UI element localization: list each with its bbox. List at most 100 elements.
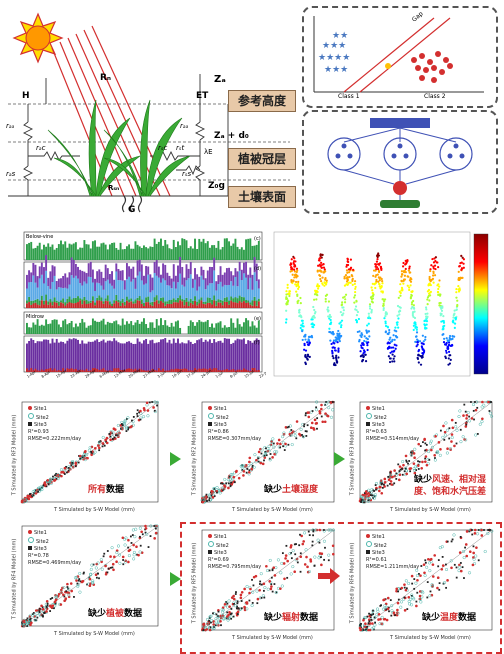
flux-bar [234, 238, 237, 260]
flux-bar [132, 279, 135, 302]
data-point [38, 607, 41, 610]
flux-bar [32, 303, 35, 308]
data-point [453, 309, 456, 312]
data-point [259, 580, 262, 583]
data-point [368, 303, 372, 306]
flux-bar [100, 340, 103, 372]
flux-bar [47, 304, 50, 308]
flux-bar [234, 370, 237, 372]
flux-bar [242, 262, 245, 274]
data-point [398, 465, 402, 468]
data-point [450, 338, 453, 341]
plot-legend: Site1 Site2 Site3 R²=0.93 RMSE=0.222mm/day [28, 406, 81, 443]
data-point [419, 574, 422, 577]
data-point [132, 550, 136, 554]
data-point [452, 316, 455, 319]
data-point [201, 500, 205, 504]
data-point [364, 627, 368, 632]
flux-bar [177, 282, 179, 298]
data-point [389, 336, 392, 339]
flux-bar [102, 301, 105, 304]
flux-bar [36, 370, 39, 372]
data-point [50, 606, 54, 609]
data-point [472, 557, 476, 561]
data-point [408, 286, 411, 289]
flux-bar [160, 301, 162, 308]
data-point [313, 298, 316, 301]
data-point [243, 587, 246, 591]
data-point [227, 599, 231, 603]
data-point [455, 442, 458, 445]
flux-bar [128, 302, 131, 308]
data-point [267, 449, 271, 453]
flux-bar [85, 304, 88, 308]
y-axis-label: T Simulated by RF3 Model (mm) [11, 414, 18, 496]
flux-bar [96, 300, 99, 308]
data-point [482, 403, 486, 407]
flux-bar [32, 262, 35, 276]
data-point [262, 454, 266, 458]
data-point [400, 280, 404, 283]
x-tick-label: 22-Jul [258, 370, 266, 379]
flux-bar [240, 302, 243, 308]
legend-entry: Site2 [366, 413, 419, 422]
data-point [395, 472, 398, 475]
data-point [411, 582, 414, 585]
data-point [364, 490, 368, 493]
data-point [329, 528, 333, 532]
data-point [285, 293, 288, 296]
flux-bar [40, 324, 43, 334]
data-point [464, 410, 467, 413]
legend-entry: Site1 [208, 406, 261, 413]
flux-bar [191, 300, 194, 305]
x-axis-label: T Simulated by S-W Model (mm) [390, 507, 471, 513]
flux-bar [208, 302, 211, 308]
data-point [96, 561, 100, 565]
flux-bar [172, 298, 175, 303]
data-point [63, 599, 66, 603]
data-point [293, 270, 297, 273]
data-point [298, 315, 301, 318]
data-point [271, 590, 274, 593]
data-point [417, 361, 420, 364]
data-point [223, 477, 227, 482]
data-point [401, 460, 405, 464]
data-point [285, 544, 288, 547]
data-point [136, 409, 139, 412]
data-point [251, 578, 253, 581]
data-point [127, 560, 130, 564]
data-point [448, 447, 453, 451]
data-point [341, 314, 344, 317]
flux-bar [123, 249, 126, 260]
data-point [358, 330, 361, 333]
data-point [359, 495, 363, 499]
flux-bar [257, 279, 260, 289]
flux-bar [98, 341, 101, 372]
data-point [117, 430, 121, 434]
data-point [288, 552, 292, 556]
data-point [445, 428, 450, 432]
flux-bar [85, 273, 88, 284]
legend-entry: Site3 [28, 422, 81, 429]
flux-bar [45, 294, 48, 301]
flux-bar [253, 257, 256, 273]
flux-bar [181, 299, 184, 302]
data-point [416, 357, 420, 361]
data-point [366, 337, 369, 341]
data-point [365, 492, 369, 496]
flux-bar [160, 282, 162, 298]
flux-bar [208, 266, 211, 284]
data-point [363, 335, 366, 338]
flux-bar [113, 288, 116, 301]
data-point [417, 468, 420, 470]
flux-bar [134, 277, 137, 289]
flux-bar [60, 327, 62, 334]
data-point [230, 481, 233, 484]
flux-bar [123, 280, 126, 290]
data-point [293, 263, 296, 266]
data-point [256, 597, 260, 601]
flux-bar [204, 243, 207, 260]
flux-bar [68, 302, 71, 308]
data-point [458, 265, 461, 268]
flux-bar [234, 277, 237, 298]
